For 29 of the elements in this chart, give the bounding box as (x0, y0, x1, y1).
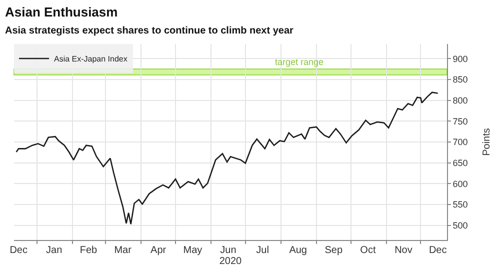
x-tick-label: Apr (150, 245, 167, 256)
x-tick-label: Feb (80, 245, 98, 256)
y-tick-label: 800 (452, 95, 468, 106)
legend-label: Asia Ex-Japan Index (54, 54, 128, 64)
line-series (16, 92, 438, 225)
x-tick-label: Dec (428, 245, 447, 256)
y-tick-label: 600 (452, 178, 468, 189)
x-tick-label: Jan (46, 245, 62, 256)
x-tick-label: Aug (289, 245, 307, 256)
x-tick-label: Nov (394, 245, 412, 256)
chart-subtitle: Asia strategists expect shares to continue to climb next year (5, 25, 294, 36)
chart-title: Asian Enthusiasm (5, 4, 118, 20)
x-tick-label: Jul (256, 245, 269, 256)
band-label: target range (275, 57, 324, 67)
y-tick-label: 650 (452, 158, 468, 168)
y-tick-label: 500 (452, 220, 468, 231)
x-tick-label: Jun (220, 245, 236, 256)
y-tick-label: 850 (452, 74, 468, 85)
y-tick-label: 700 (452, 137, 468, 148)
y-axis-title: Points (481, 128, 492, 156)
y-tick-label: 750 (452, 116, 468, 126)
x-tick-label: May (183, 245, 202, 256)
x-tick-label: Mar (114, 245, 132, 256)
x-tick-label: Dec (10, 245, 28, 256)
y-tick-label: 900 (452, 54, 468, 64)
y-tick-label: 550 (452, 200, 468, 210)
x-axis-title: 2020 (219, 256, 242, 267)
x-tick-label: Oct (360, 245, 376, 256)
x-tick-label: Sep (324, 245, 343, 256)
